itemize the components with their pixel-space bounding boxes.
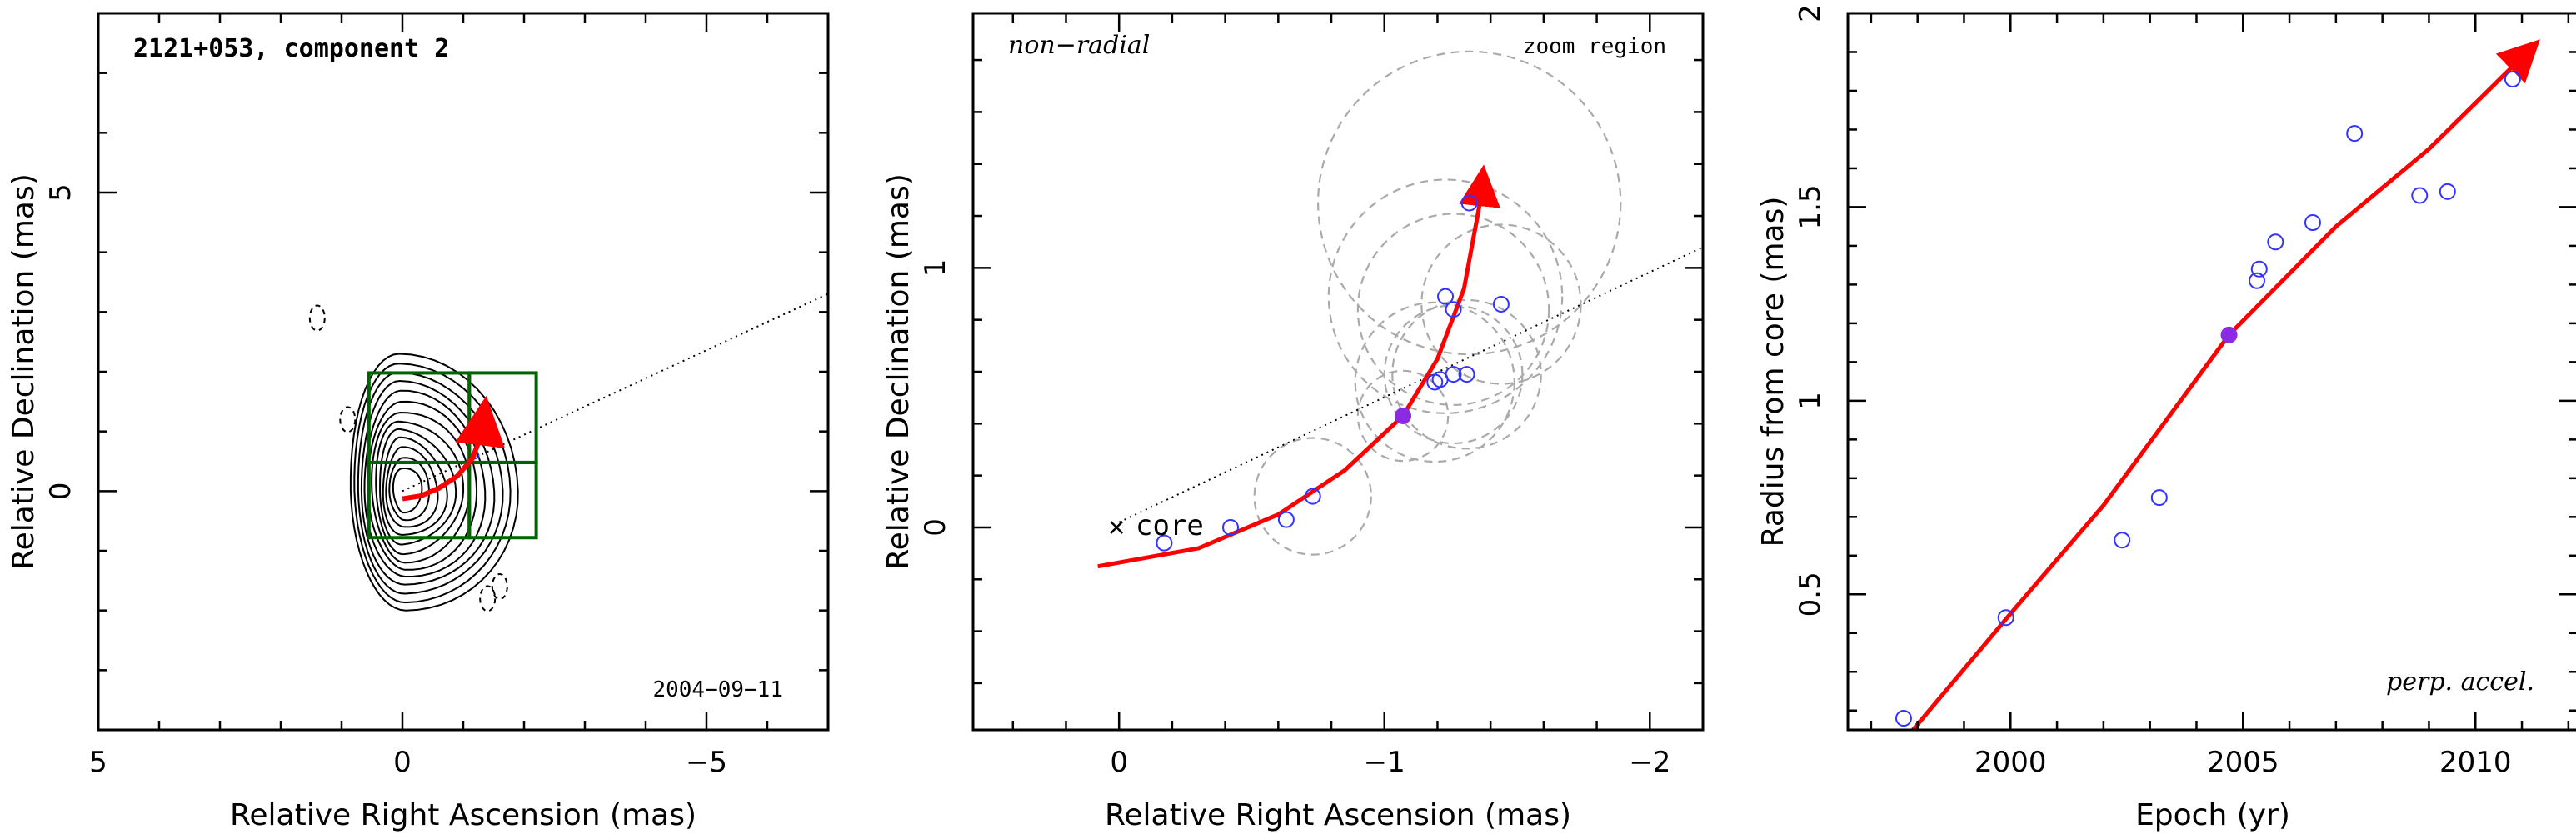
data-point: [2346, 125, 2364, 142]
data-point: [2114, 532, 2131, 549]
panel-2-zoom-label: zoom region: [1523, 34, 1666, 59]
negative-contour: [479, 585, 497, 612]
panel-3-x-axis-label: Epoch (yr): [2135, 798, 2290, 832]
panel-1-annotation: 2121+053, component 2: [133, 34, 449, 63]
contour-line: [382, 436, 448, 536]
x-tick-label: 2005: [2207, 746, 2279, 779]
panel-3-plot-layer: [1895, 39, 2540, 730]
uncertainty-circle: [1354, 301, 1515, 463]
y-tick-label: 0: [44, 482, 77, 501]
uncertainty-circle: [1253, 437, 1372, 556]
x-tick-label: 2000: [1974, 746, 2047, 779]
panel-2-frame: [971, 12, 1705, 732]
x-tick-label: 5: [89, 746, 107, 779]
x-tick-label: 0: [1110, 746, 1128, 779]
fit-curve: [402, 395, 506, 502]
uncertainty-circle: [1356, 212, 1550, 406]
data-point: [1221, 518, 1239, 536]
panel-3: 2000 2005 2010 0.5 1 1.5 2 perp. accel. Epoch …: [1756, 4, 2576, 832]
uncertainty-circle: [1391, 298, 1542, 450]
data-point: [1445, 366, 1462, 383]
data-point: [2411, 187, 2429, 204]
x-tick-label: −2: [1629, 746, 1670, 779]
data-point: [2439, 182, 2456, 200]
data-point: [1997, 609, 2014, 627]
data-point: [1445, 301, 1462, 318]
y-tick-label: 0.5: [1794, 572, 1827, 617]
x-tick-label: 2010: [2439, 746, 2512, 779]
contour-line: [360, 379, 496, 586]
data-point: [1156, 534, 1173, 552]
data-point: [1277, 511, 1295, 528]
x-tick-label: −5: [686, 746, 727, 779]
uncertainty-circle: [1317, 50, 1622, 356]
reference-point: [1395, 407, 1412, 424]
contour-line: [375, 420, 465, 556]
data-point: [1458, 366, 1475, 383]
uncertainty-circle: [1356, 369, 1450, 462]
direction-line: [1118, 246, 1703, 523]
data-point: [2250, 260, 2268, 278]
panel-1: 5 0 −505 2121+053, component 2 2004−09−11 …: [7, 12, 830, 832]
core-marker: [1110, 521, 1124, 534]
data-point: [1895, 710, 1912, 728]
panel-3-ticks: 2000 2005 2010 0.5 1 1.5 2: [1794, 4, 2576, 779]
contour-line: [371, 411, 471, 564]
panel-2-plot-layer: [1097, 50, 1703, 569]
data-point: [2267, 233, 2284, 251]
data-point: [2249, 272, 2266, 289]
negative-contour: [491, 573, 508, 600]
y-tick-label: 2: [1794, 4, 1827, 22]
contour-line: [357, 371, 504, 595]
y-tick-label: 1.5: [1794, 184, 1827, 229]
panel-1-x-axis-label: Relative Right Ascension (mas): [230, 798, 696, 832]
panel-2-x-axis-label: Relative Right Ascension (mas): [1105, 798, 1571, 832]
contour-line: [392, 468, 423, 514]
uncertainty-circle: [1327, 178, 1564, 414]
panel-3-y-axis-label: Radius from core (mas): [1756, 197, 1790, 548]
panel-2: 0 −1 −2 0 1 non−radial zoom region core Rela…: [881, 12, 1705, 832]
panel-1-plot-layer: [308, 292, 828, 612]
panel-3-frame: [1846, 12, 2576, 732]
contour-line: [385, 446, 439, 528]
x-tick-label: −1: [1364, 746, 1405, 779]
reference-point: [2220, 326, 2238, 343]
y-tick-label: 1: [919, 259, 952, 278]
panel-2-annotation: non−radial: [1008, 31, 1150, 60]
data-point: [1304, 488, 1321, 505]
fit-curve: [1097, 164, 1500, 569]
panel-1-date-label: 2004−09−11: [652, 678, 783, 702]
y-tick-label: 1: [1794, 392, 1827, 410]
data-point: [1492, 295, 1510, 312]
uncertainty-circle: [1420, 223, 1582, 385]
panel-2-y-axis-label: Relative Declination (mas): [881, 173, 916, 570]
panel-1-ticks: 5 0 −5 0 5: [44, 12, 830, 779]
panel-1-y-axis-label: Relative Declination (mas): [7, 173, 41, 570]
data-point: [1460, 194, 1478, 212]
contour-line: [379, 428, 457, 546]
panel-3-annotation: perp. accel.: [2386, 668, 2534, 697]
x-tick-label: 0: [393, 746, 412, 779]
negative-contour: [308, 304, 326, 332]
negative-contour: [339, 406, 357, 433]
fit-curve: [1911, 39, 2540, 730]
data-point: [1437, 288, 1455, 305]
data-point: [2150, 489, 2168, 507]
y-tick-label: 5: [44, 183, 77, 202]
contour-line: [363, 389, 487, 578]
panel-2-ticks: 0 −1 −2 0 1: [919, 13, 1705, 779]
panel-2-core-label: core: [1136, 509, 1204, 542]
data-point: [2304, 214, 2321, 232]
data-point: [2504, 71, 2521, 88]
y-tick-label: 0: [919, 518, 952, 537]
contour-line: [353, 362, 512, 604]
